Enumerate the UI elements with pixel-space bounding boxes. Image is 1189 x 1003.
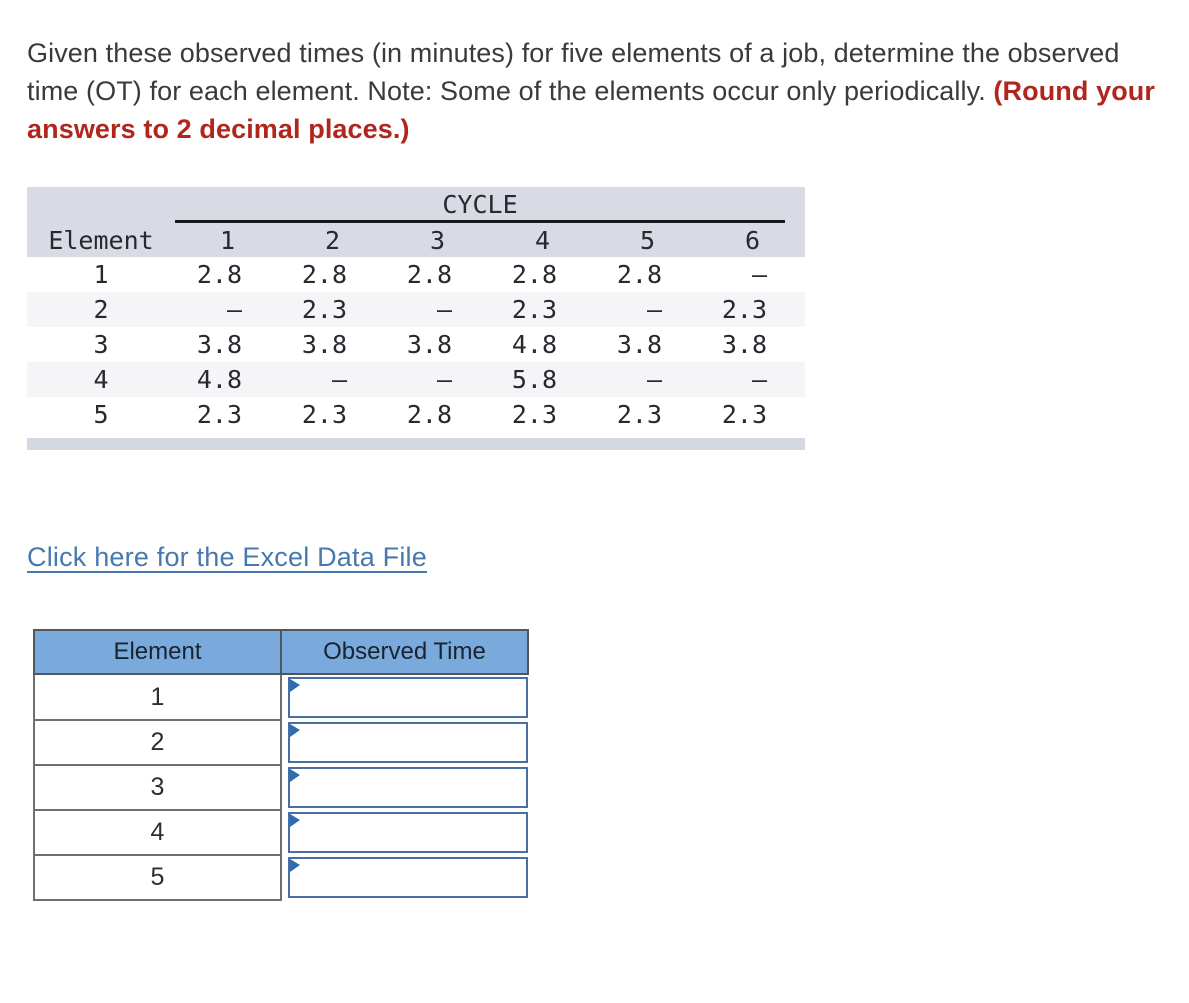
cycle-value-cell: 2.3: [721, 295, 768, 324]
cycle-value-cell: 3.8: [721, 330, 768, 359]
cycle-times-table: CYCLE Element 1 2 3 4 5 6 1 2.8 2.8: [27, 187, 806, 450]
cycle-value-cell: 2.8: [511, 260, 557, 289]
question-text-emphasis: (Round your answers to 2 decimal places.…: [27, 76, 1155, 144]
observed-time-input-2[interactable]: [288, 722, 528, 763]
cycle-value-cell: 4.8: [196, 365, 242, 394]
cycle-value-cell: 4.8: [511, 330, 557, 359]
element-number-cell: 4: [93, 365, 109, 394]
cycle-value-cell: –: [436, 365, 452, 394]
answer-header-row: Element Observed Time: [33, 629, 529, 675]
answer-row: 4: [33, 809, 528, 856]
cycle-value-cell: 2.3: [196, 400, 242, 429]
answer-input-cell: [281, 810, 528, 855]
cycle-group-header-row: CYCLE: [27, 187, 806, 223]
answer-element-cell: 4: [33, 809, 282, 856]
answer-input-cell: [281, 855, 528, 900]
answer-element-cell: 1: [33, 673, 282, 721]
cycle-value-cell: 2.3: [511, 295, 557, 324]
cycle-value-cell: –: [646, 365, 662, 394]
cycle-value-cell: –: [331, 365, 347, 394]
cycle-table-row: 1 2.8 2.8 2.8 2.8 2.8 –: [27, 257, 805, 292]
cycle-value-cell: –: [226, 295, 242, 324]
cycle-table-row: 2 – 2.3 – 2.3 – 2.3: [27, 292, 806, 327]
cycle-value-cell: 3.8: [301, 330, 347, 359]
cycle-value-cell: –: [646, 295, 662, 324]
question-page: Given these observed times (in minutes) …: [27, 34, 1162, 901]
cycle-col-header-3: 3: [385, 223, 490, 257]
cycle-value-cell: 2.3: [616, 400, 662, 429]
answer-header-element: Element: [33, 629, 282, 675]
cycle-group-header: CYCLE: [175, 190, 786, 223]
element-number-cell: 2: [93, 295, 109, 324]
input-flag-icon: [290, 769, 300, 782]
cycle-value-cell: 2.3: [301, 400, 347, 429]
cycle-value-cell: 2.3: [721, 400, 768, 429]
cycle-value-cell: –: [751, 365, 768, 394]
answer-input-cell: [281, 720, 528, 765]
observed-time-input-3[interactable]: [288, 767, 528, 808]
question-text: Given these observed times (in minutes) …: [27, 34, 1162, 148]
cycle-value-cell: 2.3: [301, 295, 347, 324]
answer-input-cell: [281, 765, 528, 810]
element-number-cell: 1: [93, 260, 109, 289]
observed-time-input-1[interactable]: [288, 677, 528, 718]
cycle-value-cell: 2.3: [511, 400, 557, 429]
input-flag-icon: [290, 814, 300, 827]
element-column-header: Element: [27, 223, 175, 257]
cycle-value-cell: 2.8: [616, 260, 662, 289]
cycle-col-header-1: 1: [175, 223, 280, 257]
answer-row: 5: [33, 854, 528, 901]
cycle-col-header-6: 6: [700, 223, 806, 257]
answer-input-cell: [281, 674, 528, 720]
cycle-table-row: 3 3.8 3.8 3.8 4.8 3.8 3.8: [27, 327, 805, 362]
table-footer-bar: [27, 438, 805, 450]
cycle-value-cell: 2.8: [406, 260, 452, 289]
cycle-value-cell: 2.8: [406, 400, 452, 429]
observed-time-input-4[interactable]: [288, 812, 528, 853]
input-flag-icon: [290, 679, 300, 692]
cycle-table-row: 4 4.8 – – 5.8 – –: [27, 362, 806, 397]
cycle-col-header-5: 5: [595, 223, 700, 257]
cycle-value-cell: –: [436, 295, 452, 324]
answer-row: 3: [33, 764, 528, 811]
cycle-value-cell: 3.8: [406, 330, 452, 359]
answer-row: 2: [33, 719, 528, 766]
answer-element-cell: 2: [33, 719, 282, 766]
cycle-table-row: 5 2.3 2.3 2.8 2.3 2.3 2.3: [27, 397, 805, 432]
answer-row: 1: [33, 673, 528, 721]
answer-header-observed-time: Observed Time: [280, 629, 529, 675]
answer-element-cell: 5: [33, 854, 282, 901]
cycle-value-cell: 5.8: [511, 365, 557, 394]
cycle-value-cell: 2.8: [301, 260, 347, 289]
cycle-value-cell: 3.8: [196, 330, 242, 359]
cycle-value-cell: –: [751, 260, 768, 289]
element-number-cell: 5: [93, 400, 109, 429]
input-flag-icon: [290, 724, 300, 737]
input-flag-icon: [290, 859, 300, 872]
answer-element-cell: 3: [33, 764, 282, 811]
cycle-value-cell: 2.8: [196, 260, 242, 289]
observed-time-input-5[interactable]: [288, 857, 528, 898]
cycle-col-header-2: 2: [280, 223, 385, 257]
cycle-value-cell: 3.8: [616, 330, 662, 359]
answer-table: Element Observed Time 1 2: [33, 629, 529, 901]
cycle-corner-spacer: [27, 187, 175, 223]
excel-data-file-link[interactable]: Click here for the Excel Data File: [27, 542, 427, 572]
cycle-col-header-4: 4: [490, 223, 595, 257]
cycle-column-header-row: Element 1 2 3 4 5 6: [27, 223, 806, 257]
element-number-cell: 3: [93, 330, 109, 359]
question-text-normal: Given these observed times (in minutes) …: [27, 38, 1120, 106]
